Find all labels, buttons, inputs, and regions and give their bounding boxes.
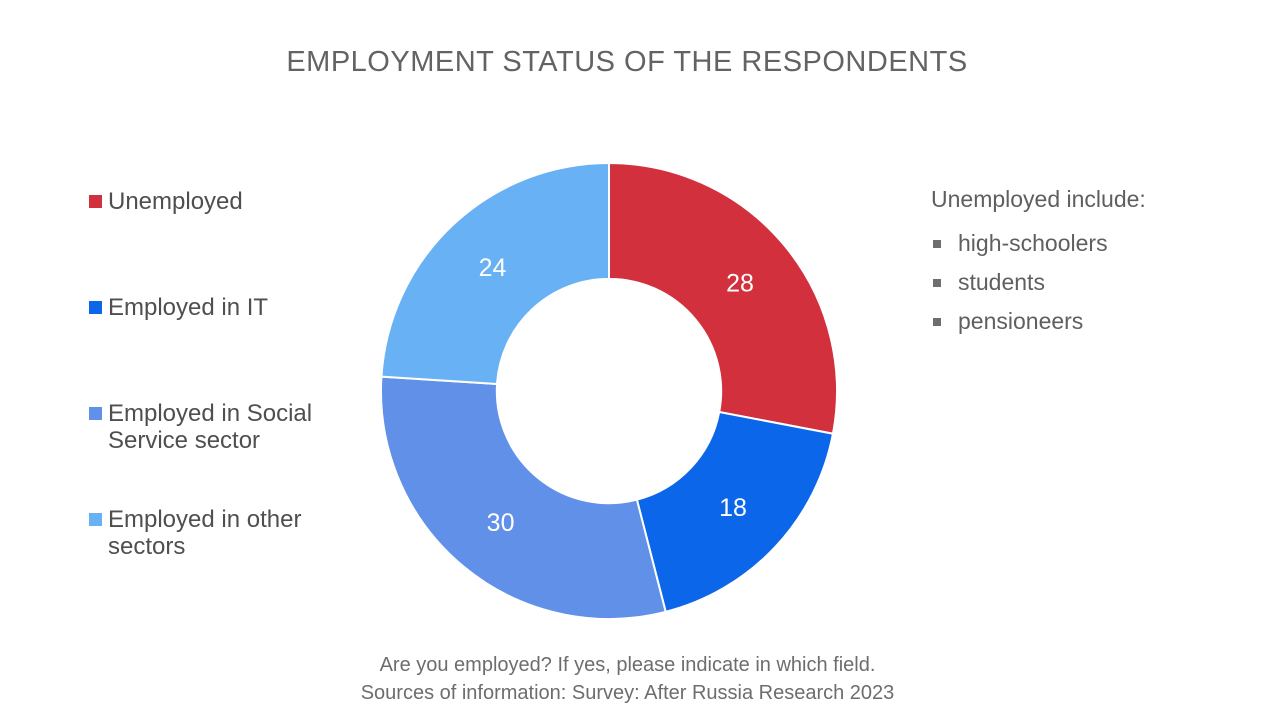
caption-source: Sources of information: Survey: After Ru… <box>360 682 895 704</box>
slice-value-label-0: 28 <box>726 269 754 297</box>
caption-question: Are you employed? If yes, please indicat… <box>379 654 876 676</box>
legend-item-unemployed: Unemployed <box>89 188 243 215</box>
side-bullet-item: high-schoolers <box>931 230 1221 256</box>
bullet-square-icon <box>933 317 941 326</box>
caption: Are you employed? If yes, please indicat… <box>0 651 1255 707</box>
legend-item-employed-it: Employed in IT <box>89 294 268 321</box>
pie-slice-3 <box>380 161 610 386</box>
side-bullet-item: students <box>931 269 1221 295</box>
legend-swatch-cornflower <box>89 407 102 420</box>
donut-chart-svg: 28 18 30 24 <box>380 161 838 620</box>
legend-item-social-service: Employed in Social Service sector <box>89 400 316 454</box>
legend-label: Employed in other sectors <box>108 506 302 560</box>
bullet-square-icon <box>933 239 941 248</box>
side-note-panel: Unemployed include: high-schoolers stude… <box>931 186 1221 348</box>
donut-chart: 28 18 30 24 <box>379 161 839 621</box>
pie-slice-0 <box>608 161 838 435</box>
slice-value-label-3: 24 <box>479 254 507 282</box>
side-bullet-item: pensioneers <box>931 308 1221 334</box>
pie-slice-2 <box>380 375 667 620</box>
legend-label: Unemployed <box>108 188 243 215</box>
legend-item-other-sectors: Employed in other sectors <box>89 506 316 560</box>
legend-swatch-red <box>89 195 102 208</box>
bullet-square-icon <box>933 278 941 287</box>
slice-value-label-2: 30 <box>487 509 515 537</box>
pie-slice-1 <box>635 410 835 614</box>
bullet-text: students <box>958 269 1045 295</box>
side-note-heading: Unemployed include: <box>931 186 1146 212</box>
chart-title: EMPLOYMENT STATUS OF THE RESPONDENTS <box>286 46 968 78</box>
bullet-text: high-schoolers <box>958 230 1108 256</box>
slice-value-label-1: 18 <box>719 494 747 522</box>
legend-swatch-lightblue <box>89 513 102 526</box>
bullet-text: pensioneers <box>958 308 1084 334</box>
legend-swatch-blue <box>89 301 102 314</box>
legend-label: Employed in IT <box>108 294 269 321</box>
legend-label: Employed in Social Service sector <box>108 400 313 454</box>
